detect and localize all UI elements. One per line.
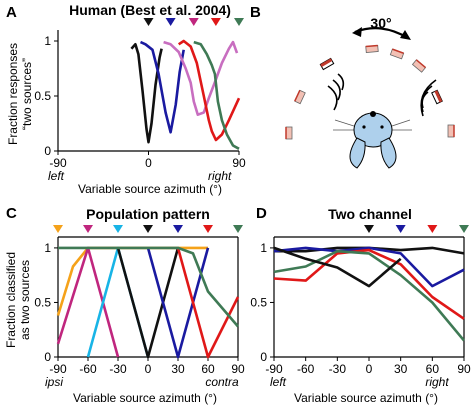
chart-c-y-tick-label: 1 — [44, 241, 51, 255]
arrowhead-left-icon — [352, 27, 362, 37]
rotation-arrow-icon — [354, 27, 409, 39]
chart-d-x-tick-label: 0 — [366, 362, 373, 376]
chart-d-y-tick-label: 0 — [260, 350, 267, 364]
panel-d: D Two channel 0 0.5 1 -90 -60 -30 0 30 60 90 left… — [250, 205, 471, 405]
chart-d-series-line-3 — [273, 248, 465, 320]
chart-a-source-marker-3 — [188, 18, 199, 26]
chart-d-x-tick-label: -30 — [329, 362, 347, 376]
head-icon — [333, 111, 412, 169]
chart-a-series-line-2 — [139, 40, 185, 134]
chart-d-y-tick-label: 0.5 — [250, 295, 267, 309]
chart-c-series-line-4 — [116, 247, 180, 359]
chart-d-x-tick-label: -90 — [265, 362, 283, 376]
panel-a-left-note: left — [48, 169, 65, 183]
panel-c-left-note: ipsi — [45, 375, 63, 389]
chart-d-source-marker-1 — [364, 225, 374, 233]
panel-d-left-note: left — [270, 375, 287, 389]
chart-c-source-marker-2 — [83, 225, 93, 233]
chart-c-source-marker-7 — [233, 225, 243, 233]
speaker-right-active — [431, 89, 443, 105]
panel-d-letter: D — [256, 205, 267, 222]
chart-c-source-marker-3 — [113, 225, 123, 233]
panel-a: A Human (Best et al. 2004) 00.51-90 0 90 F… — [6, 2, 246, 196]
chart-c-x-tick-label: 60 — [201, 362, 215, 376]
chart-d-x-tick-label: 30 — [394, 362, 408, 376]
chart-c-source-marker-4 — [143, 225, 153, 233]
panel-a-ylabel-line2: “two sources” — [20, 58, 34, 130]
panel-c-ylabel-line2: as two sources — [18, 260, 32, 340]
chart-c-series-line-2 — [56, 246, 120, 358]
panel-c-title: Population pattern — [86, 206, 210, 222]
panel-c-letter: C — [6, 205, 17, 222]
chart-c-series-line-5 — [146, 247, 210, 359]
chart-a-source-marker-5 — [234, 18, 244, 26]
chart-c-y-tick-label: 0.5 — [34, 295, 51, 309]
panel-b-letter: B — [250, 4, 261, 21]
speaker-front-right — [389, 48, 405, 60]
panel-d-title: Two channel — [328, 206, 412, 222]
chart-d: 0 0.5 1 -90 -60 -30 0 30 60 90 — [250, 225, 471, 376]
chart-c-y-tick-label: 0 — [44, 350, 51, 364]
sound-waves-left-icon — [327, 73, 345, 111]
chart-d-x-tick-label: -60 — [297, 362, 315, 376]
chart-a-x-tick-label: 90 — [232, 156, 246, 170]
chart-d-x-tick-label: 90 — [457, 362, 471, 376]
chart-c: 0 0.5 1 -90 -60 -30 0 30 60 90 — [34, 225, 245, 376]
chart-d-series-line-2 — [273, 246, 465, 288]
sound-waves-right-icon — [420, 79, 437, 117]
speaker-left-mid — [294, 89, 306, 105]
chart-a-x-tick-label: 0 — [145, 156, 152, 170]
chart-d-source-marker-2 — [395, 225, 406, 233]
panel-c-ylabel-line1: Fraction classified — [4, 252, 18, 348]
chart-a-y-tick-label: 0.5 — [34, 89, 51, 103]
chart-d-series-line-5 — [273, 246, 402, 288]
panel-a-ylabel-line1: Fraction responses — [6, 43, 20, 145]
panel-d-xlabel: Variable source azimuth (°) — [294, 391, 438, 405]
arrowhead-right-icon — [400, 30, 411, 40]
speaker-left-low — [285, 126, 293, 140]
panel-c-right-note: contra — [205, 375, 239, 389]
panel-a-xlabel: Variable source azimuth (°) — [78, 182, 222, 196]
panel-c: C Population pattern 0 0.5 1 -90 -60 -30 0 30 60… — [4, 205, 245, 405]
chart-d-source-marker-3 — [427, 225, 438, 233]
chart-c-x-tick-label: -30 — [109, 362, 127, 376]
speaker-right-low — [447, 124, 455, 138]
chart-d-source-marker-4 — [459, 225, 469, 233]
panel-b: B 30° — [250, 4, 455, 169]
panel-a-right-note: right — [208, 169, 232, 183]
chart-c-source-marker-6 — [203, 225, 213, 233]
chart-c-x-tick-label: -60 — [79, 362, 97, 376]
chart-c-series-line-7 — [58, 246, 239, 328]
panel-d-right-note: right — [425, 375, 449, 389]
chart-a-y-tick-label: 1 — [44, 34, 51, 48]
speaker-left-active — [319, 57, 335, 71]
panel-a-title: Human (Best et al. 2004) — [69, 2, 231, 18]
chart-c-source-marker-5 — [173, 225, 183, 233]
chart-a-source-marker-4 — [210, 18, 221, 26]
chart-a-source-marker-1 — [143, 18, 154, 26]
chart-c-x-tick-label: 0 — [145, 362, 152, 376]
chart-d-series-line-4 — [273, 249, 465, 342]
chart-a-series-line-5 — [193, 40, 240, 150]
chart-a: 00.51-90 0 90 — [34, 18, 246, 170]
chart-c-x-tick-label: 30 — [171, 362, 185, 376]
chart-d-y-tick-label: 1 — [260, 241, 267, 255]
speaker-front-left — [365, 44, 379, 53]
chart-a-source-marker-2 — [165, 18, 176, 26]
angle-label: 30° — [370, 15, 391, 31]
chart-c-series-line-6 — [176, 247, 240, 359]
panel-a-letter: A — [6, 4, 17, 21]
panel-c-xlabel: Variable source azimuth (°) — [73, 391, 217, 405]
chart-c-series-line-3 — [86, 246, 150, 358]
chart-c-source-marker-1 — [53, 225, 63, 233]
chart-a-series-line-1 — [130, 42, 163, 144]
chart-a-series-line-3 — [163, 40, 239, 116]
chart-d-x-tick-label: 60 — [426, 362, 440, 376]
speaker-right-upper — [411, 59, 427, 73]
chart-a-x-tick-label: -90 — [49, 156, 67, 170]
chart-a-y-tick-label: 0 — [44, 144, 51, 158]
chart-c-x-tick-label: -90 — [49, 362, 67, 376]
chart-c-x-tick-label: 90 — [231, 362, 245, 376]
